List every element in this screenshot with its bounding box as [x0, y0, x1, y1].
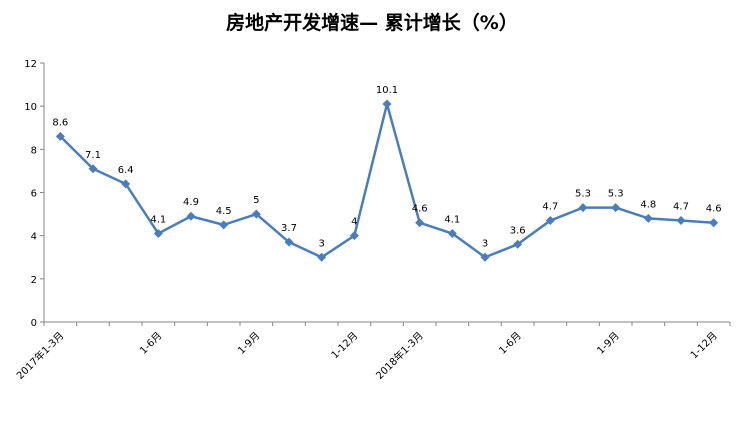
- data-point: [578, 203, 588, 213]
- data-label: 8.6: [52, 117, 68, 128]
- data-point: [480, 252, 490, 262]
- x-tick-label: 1-12月: [329, 330, 361, 362]
- data-point: [643, 213, 653, 223]
- data-label: 4.7: [542, 202, 558, 213]
- data-point: [121, 179, 131, 189]
- y-tick-label: 4: [31, 232, 37, 243]
- x-axis-ticks: 2017年1-3月 1-6月 1-9月 1-12月 2018年1-3月 1-6月 1-9月 1…: [14, 322, 731, 382]
- data-label: 4.6: [706, 204, 722, 215]
- y-tick-label: 2: [31, 275, 37, 286]
- y-tick-label: 0: [31, 318, 37, 329]
- data-point: [88, 164, 98, 174]
- data-point: [219, 220, 229, 230]
- y-tick-label: 8: [31, 145, 37, 156]
- data-label: 3.7: [281, 223, 297, 234]
- data-label: 5.3: [575, 189, 591, 200]
- data-point: [153, 229, 163, 239]
- data-label: 4.8: [640, 199, 656, 210]
- data-point: [382, 99, 392, 109]
- data-point: [545, 216, 555, 226]
- data-label: 3.6: [510, 225, 526, 236]
- data-label: 4: [351, 217, 357, 228]
- data-label: 4.7: [673, 202, 689, 213]
- data-point: [55, 131, 65, 141]
- x-tick-label: 2017年1-3月: [14, 329, 67, 382]
- data-label: 5.3: [608, 189, 624, 200]
- data-label: 4.1: [150, 215, 166, 226]
- x-tick-label: 2018年1-3月: [373, 329, 426, 382]
- data-label: 3: [318, 238, 324, 249]
- data-point: [284, 237, 294, 247]
- data-label: 4.9: [183, 197, 199, 208]
- data-label: 7.1: [85, 150, 101, 161]
- x-tick-label: 1-6月: [137, 330, 164, 357]
- x-tick-label: 1-6月: [497, 330, 524, 357]
- data-label: 4.6: [412, 204, 428, 215]
- data-label: 3: [482, 238, 488, 249]
- data-point: [447, 229, 457, 239]
- x-tick-label: 1-12月: [688, 330, 720, 362]
- data-point: [186, 211, 196, 221]
- data-point: [317, 252, 327, 262]
- data-point: [349, 231, 359, 241]
- x-tick-label: 1-9月: [235, 330, 262, 357]
- data-label: 10.1: [376, 85, 398, 96]
- y-tick-label: 10: [24, 102, 37, 113]
- chart-title: 房地产开发增速— 累计增长（%）: [226, 12, 518, 34]
- series-layer: [55, 99, 719, 262]
- data-point: [611, 203, 621, 213]
- data-point: [709, 218, 719, 228]
- data-point: [513, 239, 523, 249]
- y-axis-ticks: 0 2 4 6 8 10 12: [24, 59, 44, 329]
- data-label: 4.5: [216, 206, 232, 217]
- y-tick-label: 12: [24, 59, 37, 70]
- data-point: [415, 218, 425, 228]
- data-labels: 8.6 7.1 6.4 4.1 4.9 4.5 5 3.7 3 4 10.1 4.6 4.1 3 3.6 4.…: [52, 85, 721, 249]
- data-label: 5: [253, 195, 259, 206]
- data-label: 4.1: [444, 215, 460, 226]
- data-point: [251, 209, 261, 219]
- data-point: [676, 216, 686, 226]
- x-tick-label: 1-9月: [595, 330, 622, 357]
- data-label: 6.4: [118, 165, 134, 176]
- y-tick-label: 6: [31, 189, 37, 200]
